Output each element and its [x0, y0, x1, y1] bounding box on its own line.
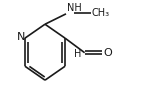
Text: CH₃: CH₃ — [92, 8, 110, 18]
Text: N: N — [17, 32, 25, 42]
Text: H: H — [74, 49, 81, 59]
Text: NH: NH — [67, 3, 81, 13]
Text: O: O — [103, 48, 112, 58]
